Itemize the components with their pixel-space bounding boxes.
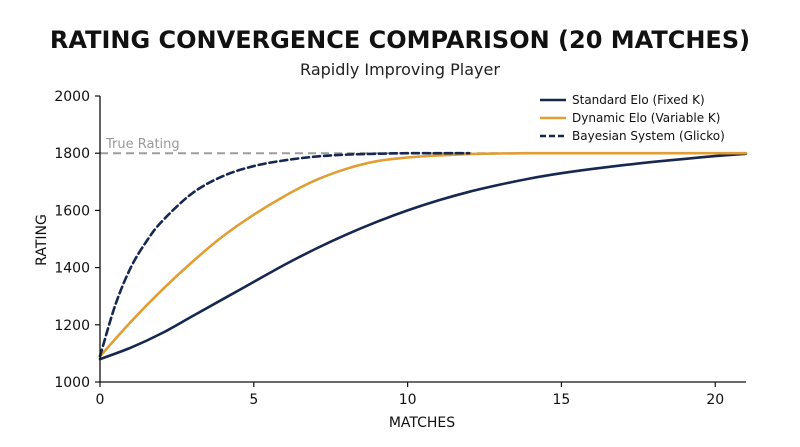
series-line-1 bbox=[98, 151, 748, 358]
series-layer bbox=[98, 151, 748, 361]
chart-subtitle: Rapidly Improving Player bbox=[300, 60, 500, 79]
y-axis-label: RATING bbox=[34, 214, 50, 266]
y-tick-label: 1600 bbox=[54, 203, 90, 219]
true-rating-label: True Rating bbox=[105, 137, 180, 152]
x-tick-label: 0 bbox=[96, 392, 105, 408]
y-tick-label: 1400 bbox=[54, 261, 90, 277]
y-tick-label: 1200 bbox=[54, 318, 90, 334]
x-tick-label: 15 bbox=[553, 392, 571, 408]
x-tick-label: 20 bbox=[706, 392, 724, 408]
y-tick-label: 2000 bbox=[54, 89, 90, 105]
legend-label-0: Standard Elo (Fixed K) bbox=[572, 93, 705, 107]
series-line-0 bbox=[98, 152, 748, 361]
x-axis-label: MATCHES bbox=[389, 415, 455, 431]
legend-label-1: Dynamic Elo (Variable K) bbox=[572, 111, 720, 125]
y-tick-label: 1000 bbox=[54, 375, 90, 391]
legend-label-2: Bayesian System (Glicko) bbox=[572, 129, 725, 143]
y-tick-label: 1800 bbox=[54, 146, 90, 162]
axes-layer bbox=[99, 96, 746, 383]
x-tick-label: 10 bbox=[399, 392, 417, 408]
x-tick-label: 5 bbox=[249, 392, 258, 408]
chart-title: RATING CONVERGENCE COMPARISON (20 MATCHE… bbox=[50, 26, 750, 54]
ticks-layer: 1000 1200 1400 1600 1800 2000 0 5 10 15 20 bbox=[54, 89, 724, 408]
series-line-2 bbox=[98, 151, 471, 358]
legend: Standard Elo (Fixed K) Dynamic Elo (Varia… bbox=[540, 93, 725, 143]
